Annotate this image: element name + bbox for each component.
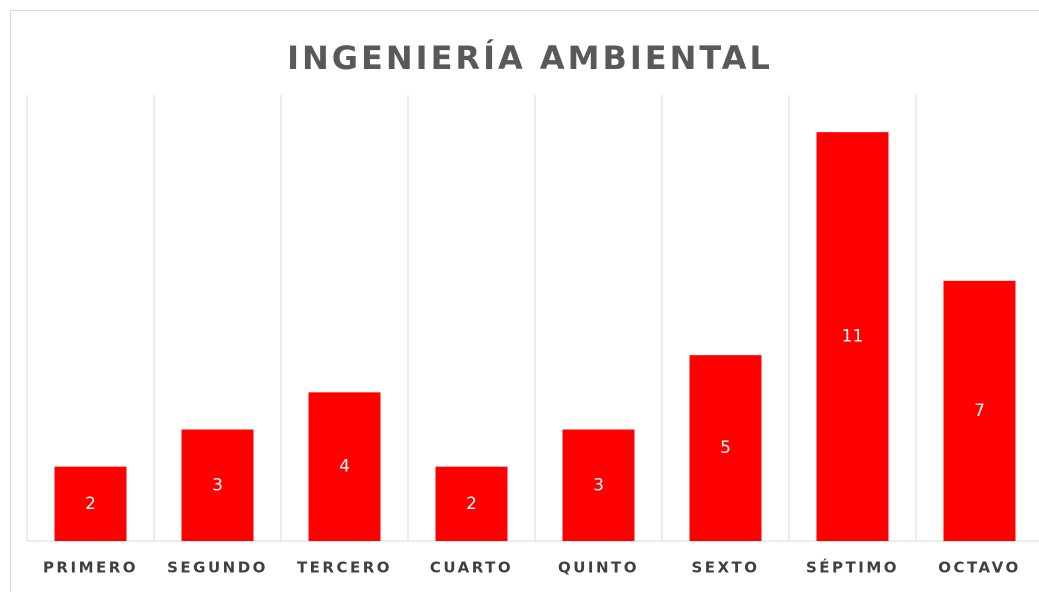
x-tick-label: QUINTO [558, 559, 639, 577]
bar [435, 466, 508, 541]
bar [181, 429, 254, 541]
data-label: 3 [593, 475, 604, 495]
data-label: 5 [720, 438, 731, 458]
data-label: 4 [339, 457, 350, 477]
x-tick-label: CUARTO [430, 559, 513, 577]
x-tick-label: SEGUNDO [167, 559, 268, 577]
bar [943, 280, 1016, 541]
data-label: 7 [974, 401, 985, 421]
data-label: 3 [212, 475, 223, 495]
data-label: 2 [466, 494, 477, 514]
data-label: 11 [842, 327, 864, 347]
x-tick-label: OCTAVO [938, 559, 1021, 577]
bar [54, 466, 127, 541]
x-tick-label: TERCERO [297, 559, 392, 577]
bar [562, 429, 635, 541]
chart-border [10, 10, 1039, 592]
x-tick-label: PRIMERO [43, 559, 138, 577]
bar [308, 392, 381, 541]
data-label: 2 [85, 494, 96, 514]
bar [689, 355, 762, 541]
x-tick-label: SEXTO [691, 559, 759, 577]
x-tick-label: SÉPTIMO [806, 558, 899, 577]
chart-title: INGENIERÍA AMBIENTAL [287, 39, 773, 77]
bar [816, 132, 889, 541]
